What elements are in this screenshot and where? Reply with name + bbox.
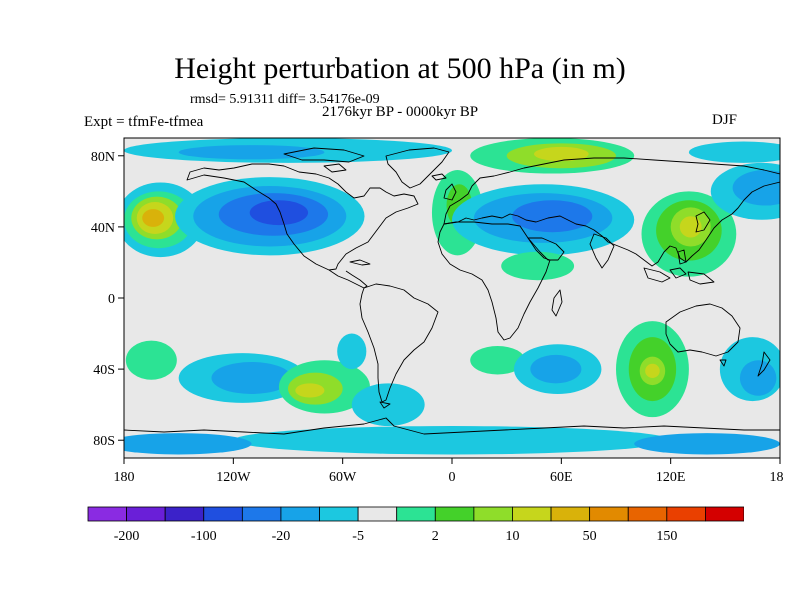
south-america-coast xyxy=(359,283,439,403)
tasmania-coast xyxy=(719,359,727,367)
y-tick-label: 80S xyxy=(93,434,115,449)
plot-title: Height perturbation at 500 hPa (in m) xyxy=(174,52,626,85)
anomaly-antarctic-negative xyxy=(634,433,780,455)
tierra-del-fuego xyxy=(379,401,391,409)
anomaly-east-pacific-positive xyxy=(125,340,177,380)
coastlines xyxy=(124,147,780,435)
anomaly-central-asia-negative xyxy=(512,200,593,233)
colorbar-swatch xyxy=(319,506,359,522)
africa-coast xyxy=(437,221,551,341)
greenland-coast xyxy=(385,147,450,189)
colorbar-swatch xyxy=(627,506,668,522)
y-tick-label: 0 xyxy=(108,292,115,307)
y-tick-label: 40N xyxy=(91,221,115,236)
colorbar-swatch xyxy=(241,506,282,522)
colorbar-swatch xyxy=(473,506,513,522)
colorbar-swatch xyxy=(589,506,629,522)
colorbar-label: 10 xyxy=(505,529,519,544)
anomaly-arctic-negative xyxy=(178,145,325,160)
new-zealand-coast xyxy=(757,351,771,377)
anomaly-australia-positive xyxy=(645,363,660,378)
anomaly-far-east-negative xyxy=(732,170,780,206)
anomaly-indian-ocean-positive xyxy=(470,346,525,375)
antarctica-coast xyxy=(124,417,780,435)
anomaly-central-pacific-negative xyxy=(211,362,292,394)
colorbar-label: 50 xyxy=(583,529,597,544)
colorbar-swatch xyxy=(434,506,475,522)
colorbar-swatch xyxy=(550,506,591,522)
anomaly-se-pacific-negative xyxy=(739,360,777,396)
colorbar-label: 150 xyxy=(656,529,677,544)
colorbar-swatch xyxy=(357,506,398,522)
madagascar-coast xyxy=(551,289,563,317)
arabia-coast xyxy=(527,237,565,261)
india-coast xyxy=(589,233,615,269)
australia-coast xyxy=(665,303,741,357)
arctic-islands xyxy=(283,147,365,173)
iceland-coast xyxy=(431,173,447,181)
anomaly-north-pacific-positive xyxy=(142,209,165,227)
central-america-coast xyxy=(328,269,368,289)
anomaly-south-indian-negative xyxy=(530,354,582,384)
anomaly-antarctic-negative xyxy=(233,426,671,455)
anomaly-antarctic-negative xyxy=(124,433,252,455)
colorbar-swatch xyxy=(512,506,552,522)
anomaly-north-america-negative xyxy=(249,200,309,226)
colorbar-label: -100 xyxy=(191,529,217,544)
anomaly-sahara-positive xyxy=(501,251,575,281)
anomaly-east-asia-positive xyxy=(679,216,702,238)
map-panel: 180 120W 60W 0 60E 120E 180 80N 40N 0 40S 80S xyxy=(91,137,785,485)
anomaly-drake-positive xyxy=(295,383,325,398)
x-tick-label: 180 xyxy=(114,470,135,485)
colorbar-swatch xyxy=(126,506,166,522)
x-tick-label: 120E xyxy=(656,470,686,485)
philippines-coast xyxy=(677,249,687,265)
colorbar-label: -20 xyxy=(272,529,291,544)
anomaly-field xyxy=(124,138,780,455)
rmsd-diff-stats: rmsd= 5.91311 diff= 3.54176e-09 xyxy=(190,92,380,107)
north-america-coast xyxy=(186,163,419,271)
japan-coast xyxy=(695,211,711,233)
colorbar-swatch xyxy=(705,506,744,522)
longitude-axis: 180 120W 60W 0 60E 120E 180 xyxy=(114,458,785,485)
eurasia-coast xyxy=(443,157,780,267)
period-label: 2176kyr BP - 0000kyr BP xyxy=(321,104,479,120)
latitude-axis: 80N 40N 0 40S 80S xyxy=(91,150,124,449)
colorbar-label: -5 xyxy=(352,529,364,544)
x-tick-label: 60W xyxy=(329,470,357,485)
colorbar-label: -200 xyxy=(114,529,140,544)
colorbar-swatch xyxy=(666,506,706,522)
y-tick-label: 80N xyxy=(91,150,115,165)
anomaly-arctic-siberia-positive xyxy=(534,146,589,162)
x-tick-label: 120W xyxy=(216,470,251,485)
anomaly-arctic-east-negative xyxy=(688,141,780,163)
uk-coast xyxy=(443,183,457,201)
cuba-coast xyxy=(349,259,371,266)
colorbar-swatch xyxy=(280,506,320,522)
season-label: DJF xyxy=(712,112,738,128)
x-tick-label: 60E xyxy=(550,470,573,485)
colorbar-swatch xyxy=(203,506,243,522)
colorbar-swatch xyxy=(396,506,436,522)
experiment-label: Expt = tfmFe-tfmea xyxy=(84,114,204,130)
southeast-asia-islands xyxy=(643,267,715,285)
colorbar-label: 2 xyxy=(432,529,439,544)
colorbar: -200 -100 -20 -5 2 10 50 150 xyxy=(87,506,744,544)
anomaly-south-america-negative xyxy=(337,333,367,370)
y-tick-label: 40S xyxy=(93,363,115,378)
colorbar-swatch xyxy=(87,506,127,522)
colorbar-swatch xyxy=(164,506,205,522)
x-tick-label: 180 xyxy=(770,470,785,485)
x-tick-label: 0 xyxy=(449,470,456,485)
